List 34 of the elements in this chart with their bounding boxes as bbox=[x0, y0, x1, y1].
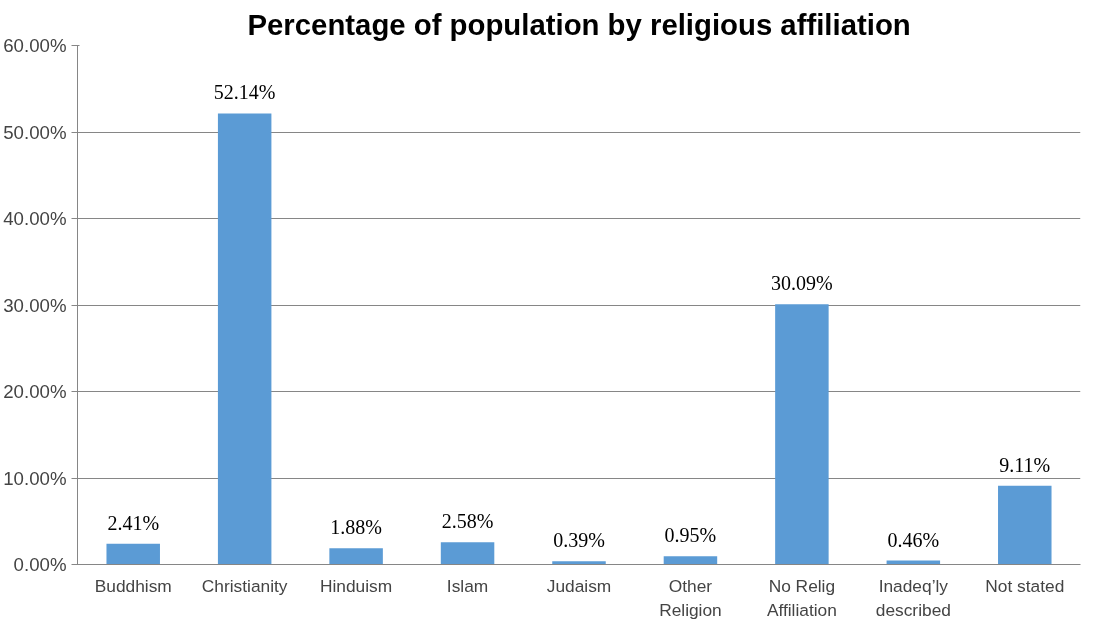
x-tick-label: Not stated bbox=[985, 575, 1065, 596]
bar bbox=[775, 304, 829, 565]
data-label: 2.41% bbox=[107, 511, 160, 534]
bar bbox=[663, 556, 718, 565]
data-label: 9.11% bbox=[999, 453, 1051, 476]
bar bbox=[552, 561, 606, 565]
x-tick-label: Hinduism bbox=[320, 575, 393, 596]
data-label: 0.46% bbox=[887, 528, 940, 551]
x-tick-label: Islam bbox=[446, 575, 489, 596]
data-label: 52.14% bbox=[213, 81, 276, 104]
data-label: 2.58% bbox=[441, 510, 494, 533]
y-tick-label: 60.00% bbox=[3, 35, 67, 56]
data-label: 0.39% bbox=[553, 529, 605, 552]
bar bbox=[440, 542, 495, 565]
y-tick-label: 10.00% bbox=[3, 467, 67, 489]
x-tick-label: No Relig Affiliation bbox=[766, 575, 837, 620]
y-tick-label: 50.00% bbox=[3, 121, 67, 143]
data-label: 30.09% bbox=[771, 272, 833, 295]
x-tick-label: Christianity bbox=[201, 575, 288, 596]
y-tick-label: 40.00% bbox=[3, 208, 67, 229]
bar bbox=[217, 113, 272, 565]
y-tick-label: 30.00% bbox=[3, 294, 67, 316]
x-tick-label: Inadeq’ly described bbox=[875, 575, 951, 620]
bar bbox=[106, 543, 160, 565]
x-tick-label: Judaism bbox=[546, 575, 612, 596]
x-tick-label: Buddhism bbox=[94, 575, 172, 596]
x-tick-label: Other Religion bbox=[659, 575, 722, 620]
chart-title: Percentage of population by religious affiliation bbox=[247, 7, 911, 41]
bar bbox=[329, 548, 383, 565]
y-tick-label: 20.00% bbox=[3, 381, 67, 402]
data-label: 1.88% bbox=[330, 516, 382, 539]
y-tick-label: 0.00% bbox=[13, 554, 67, 575]
bar bbox=[998, 485, 1052, 565]
data-label: 0.95% bbox=[664, 524, 717, 547]
